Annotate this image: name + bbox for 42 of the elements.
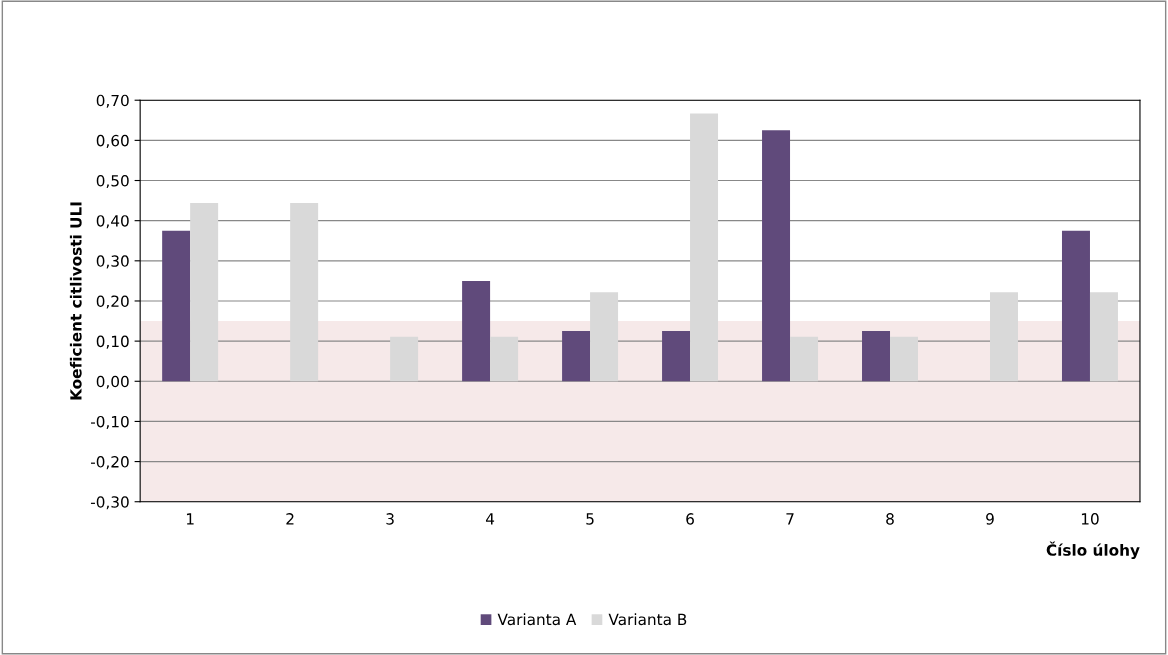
- x-tick-label: 9: [986, 513, 994, 525]
- bar: [690, 113, 719, 382]
- bar: [190, 203, 219, 382]
- bar: [790, 336, 819, 382]
- bar: [490, 336, 519, 382]
- x-tick-label: 6: [686, 513, 694, 525]
- y-tick-label: 0,30: [96, 255, 129, 269]
- bar: [390, 336, 419, 382]
- y-tick-label: -0,30: [90, 496, 129, 510]
- y-tick-label: 0,20: [96, 295, 129, 309]
- x-tick-label: 7: [786, 513, 794, 525]
- bar: [662, 331, 691, 382]
- bar: [1061, 230, 1090, 382]
- legend-label: Varianta B: [608, 613, 687, 626]
- x-tick-label: 10: [1081, 513, 1099, 525]
- x-tick-label: 2: [286, 513, 294, 525]
- bar: [562, 331, 591, 382]
- y-tick-label: 0,40: [96, 215, 129, 229]
- legend-label: Varianta A: [497, 613, 577, 626]
- bar: [862, 331, 891, 382]
- bar: [762, 130, 791, 382]
- bar: [1089, 292, 1118, 382]
- y-tick-label: 0,50: [96, 174, 129, 189]
- bar: [890, 336, 919, 382]
- y-axis-title: Koeficient citlivosti ULI: [69, 202, 82, 400]
- bar: [462, 280, 491, 382]
- y-tick-label: -0,10: [90, 415, 129, 430]
- y-tick-label: 0,00: [96, 375, 129, 389]
- y-tick-label: 0,70: [96, 94, 129, 108]
- y-tick-label: 0,10: [96, 335, 129, 349]
- x-tick-label: 3: [386, 513, 394, 525]
- bar: [162, 230, 191, 382]
- x-tick-label: 8: [886, 513, 894, 525]
- bar: [990, 292, 1018, 382]
- x-tick-label: 5: [586, 513, 594, 525]
- bar: [290, 203, 319, 382]
- y-tick-label: -0,20: [90, 456, 129, 470]
- x-tick-label: 4: [485, 513, 495, 525]
- x-axis-title: Číslo úlohy: [1046, 541, 1140, 559]
- y-tick-label: 0,60: [96, 134, 129, 148]
- x-tick-label: 1: [186, 513, 194, 525]
- bar: [590, 292, 619, 382]
